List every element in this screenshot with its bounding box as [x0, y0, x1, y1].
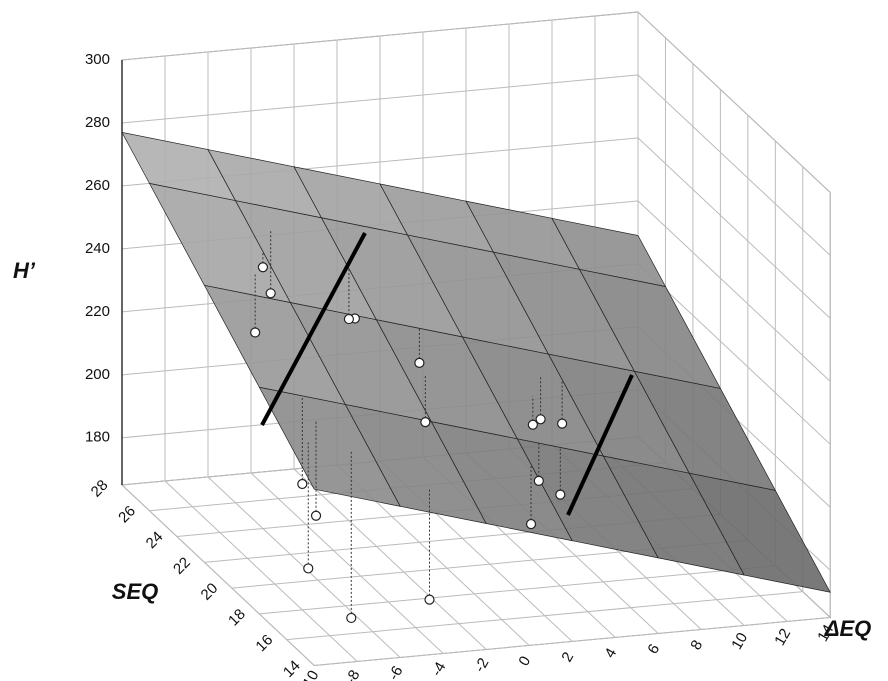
grid-line — [293, 468, 487, 650]
grid-line — [259, 565, 776, 615]
data-point — [310, 510, 322, 521]
data-point — [303, 563, 314, 574]
x-tick-label: 14 — [814, 622, 837, 645]
data-point — [420, 417, 431, 428]
z-tick-label: 260 — [85, 177, 110, 194]
x-tick-label: -8 — [342, 667, 363, 681]
annotation-line — [260, 232, 367, 426]
x-tick-label: 4 — [601, 645, 620, 661]
grid-line — [286, 591, 803, 641]
z-tick-label: 240 — [85, 240, 110, 257]
x-tick-label: 0 — [515, 653, 534, 669]
z-tick-label: 220 — [85, 303, 110, 320]
x-tick-label: -4 — [428, 659, 449, 679]
grid-line — [637, 263, 831, 445]
data-point — [297, 478, 308, 490]
data-point — [535, 414, 546, 425]
y-tick-label: 20 — [198, 580, 222, 604]
y-tick-label: 14 — [280, 657, 304, 681]
x-tick-label: 6 — [644, 641, 663, 657]
surface-cell — [551, 217, 667, 287]
y-tick-label: 16 — [252, 631, 276, 655]
grid-line — [637, 11, 831, 193]
data-point — [346, 612, 357, 624]
z-tick-label: 180 — [85, 429, 110, 446]
data-point — [555, 489, 566, 500]
grid-line — [637, 74, 831, 256]
x-tick-label: 12 — [771, 626, 794, 649]
y-tick-label: 18 — [225, 606, 249, 630]
data-point — [525, 518, 537, 530]
grid-line — [637, 200, 831, 382]
x-tick-label: 10 — [728, 630, 751, 653]
y-tick-label: 26 — [115, 502, 139, 526]
annotation-line — [566, 374, 634, 516]
grid-line — [250, 472, 444, 654]
grid-line — [121, 484, 315, 666]
data-point — [527, 419, 538, 430]
data-point — [343, 313, 355, 325]
grid-line — [164, 480, 358, 662]
y-tick-label: 24 — [143, 528, 167, 552]
x-axis-label: ΔEQ — [824, 616, 872, 641]
x-tick-label: 2 — [558, 649, 577, 665]
data-point — [533, 475, 544, 486]
z-axis-label: H’ — [13, 258, 36, 283]
data-point — [424, 594, 435, 605]
z-tick-label: 200 — [85, 366, 110, 383]
x-tick-label: -6 — [385, 663, 406, 681]
data-point — [265, 288, 276, 299]
data-point — [257, 262, 269, 273]
grid-line — [637, 137, 831, 319]
y-tick-label: 22 — [170, 554, 194, 578]
data-point — [250, 327, 261, 338]
z-tick-label: 280 — [85, 114, 110, 131]
y-tick-label: 28 — [88, 477, 112, 501]
z-tick-label: 300 — [85, 51, 110, 68]
data-point — [414, 357, 425, 368]
y-axis-label: SEQ — [112, 579, 158, 604]
x-tick-label: -2 — [471, 655, 492, 675]
data-point — [557, 418, 568, 429]
grid-line — [314, 616, 831, 666]
x-tick-label: 8 — [687, 637, 706, 653]
